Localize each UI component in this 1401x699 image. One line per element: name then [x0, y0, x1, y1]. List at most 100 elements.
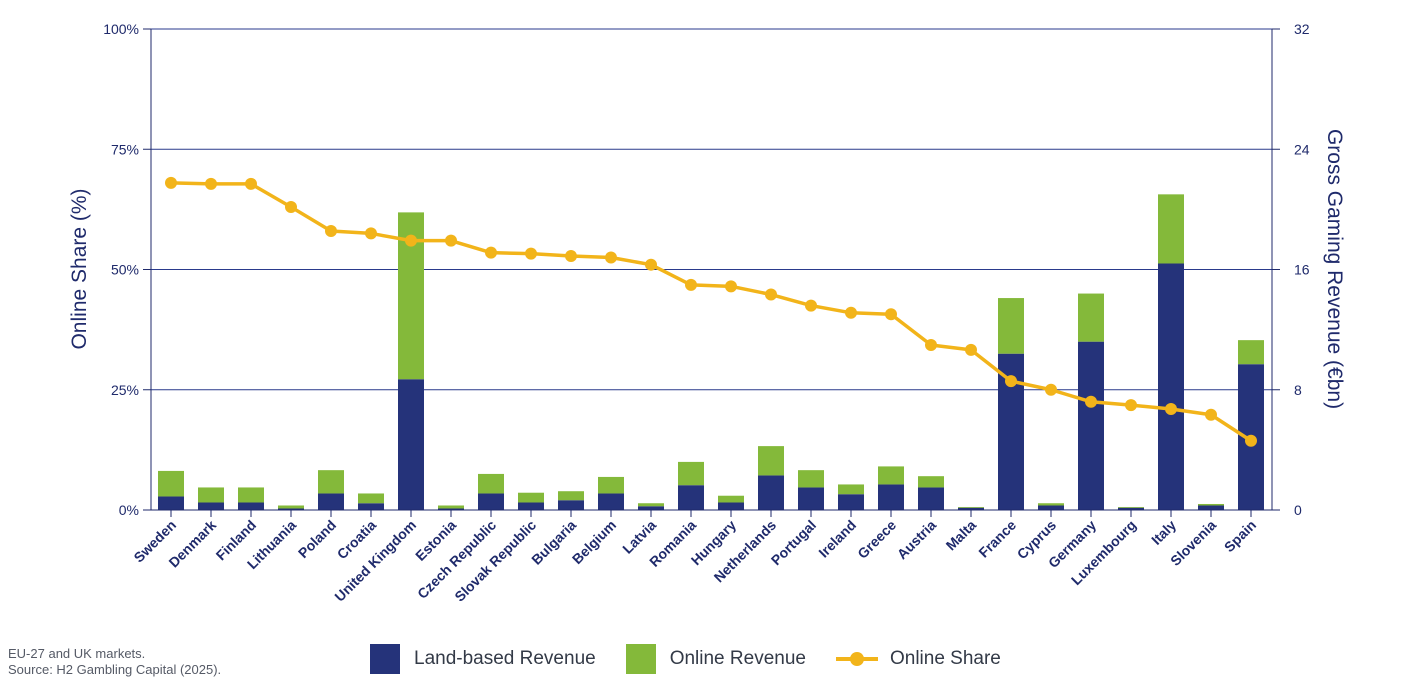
y-right-tick-label: 32: [1294, 21, 1310, 37]
online-share-point: [965, 343, 977, 356]
online-share-point: [645, 258, 657, 271]
bar-land-based: [478, 493, 504, 510]
bar-online: [318, 470, 344, 494]
y-right-tick-label: 8: [1294, 382, 1302, 398]
bar-online: [1038, 503, 1064, 506]
legend-swatch-online-share: [835, 644, 878, 674]
category-labels: SwedenDenmarkFinlandLithuaniaPolandCroat…: [130, 517, 1259, 605]
chart: 0% 25% 50% 75% 100% 0 8 16 24 32 SwedenDenmarkFin…: [68, 21, 1346, 605]
y-left-tick-label: 0%: [119, 502, 139, 518]
bar-land-based: [798, 487, 824, 510]
online-share-point: [885, 308, 897, 321]
online-share-point: [205, 177, 217, 190]
bar-online: [1198, 503, 1224, 506]
category-label: Malta: [942, 517, 979, 554]
bar-land-based: [838, 494, 864, 510]
category-label: Italy: [1148, 517, 1179, 548]
bar-land-based: [358, 503, 384, 510]
bar-land-based: [718, 502, 744, 510]
y-left-tick-label: 75%: [111, 141, 139, 157]
y-left-tick-label: 25%: [111, 382, 139, 398]
bar-online: [798, 470, 824, 488]
category-label: Ireland: [815, 517, 859, 561]
category-label: Greece: [854, 517, 899, 562]
category-label: Spain: [1221, 517, 1259, 555]
y-left-axis-title: Online Share (%): [68, 188, 91, 349]
legend-label-online: Online Revenue: [669, 648, 806, 669]
note-markets: EU-27 and UK markets.: [8, 646, 146, 661]
y-left-tick-label: 50%: [111, 262, 139, 278]
bar-online: [838, 484, 864, 495]
legend-swatch-online: [625, 644, 656, 674]
bar-land-based: [638, 506, 664, 510]
online-share-point: [685, 278, 697, 291]
legend-label-land-based: Land-based Revenue: [414, 648, 596, 669]
online-share-point: [285, 200, 297, 213]
bar-series: [158, 194, 1264, 510]
bar-land-based: [318, 493, 344, 510]
online-share-line: [165, 176, 1257, 447]
bar-land-based: [758, 475, 784, 510]
legend-item-online: Online Revenue: [625, 644, 806, 674]
bar-online: [638, 503, 664, 507]
bar-land-based: [958, 507, 984, 510]
online-share-point: [1045, 383, 1057, 396]
bar-land-based: [398, 379, 424, 510]
bar-land-based: [558, 500, 584, 510]
bar-online: [518, 492, 544, 503]
bar-online: [958, 506, 984, 508]
online-share-point: [445, 234, 457, 247]
y-right-tick-label: 0: [1294, 502, 1302, 518]
axes: 0% 25% 50% 75% 100% 0 8 16 24 32: [103, 21, 1310, 518]
bar-land-based: [1078, 341, 1104, 510]
bar-land-based: [438, 508, 464, 510]
bar-online: [678, 461, 704, 486]
online-share-point: [1245, 434, 1257, 447]
bar-online: [1118, 506, 1144, 508]
online-share-point: [525, 247, 537, 260]
online-share-point: [245, 177, 257, 190]
y-left-tick-label: 100%: [103, 21, 139, 37]
online-share-point: [1165, 402, 1177, 415]
online-share-point: [845, 306, 857, 319]
legend-item-online-share: Online Share: [835, 644, 1001, 674]
legend-label-online-share: Online Share: [889, 648, 1001, 669]
bar-land-based: [278, 508, 304, 510]
bar-online: [478, 473, 504, 494]
bar-land-based: [598, 493, 624, 510]
category-label: Belgium: [569, 517, 619, 567]
bar-online: [718, 495, 744, 503]
online-share-point: [165, 176, 177, 189]
bar-land-based: [1038, 505, 1064, 510]
bar-land-based: [518, 502, 544, 510]
online-share-point: [405, 234, 417, 247]
bar-online: [598, 476, 624, 494]
online-share-point: [1125, 399, 1137, 412]
bar-land-based: [158, 496, 184, 510]
online-share-point: [565, 250, 577, 263]
bar-online: [278, 505, 304, 509]
online-share-point: [725, 280, 737, 293]
category-label: Austria: [894, 517, 940, 563]
online-share-point: [1085, 395, 1097, 408]
bar-online: [878, 466, 904, 485]
online-share-point: [1005, 375, 1017, 388]
bar-online: [918, 476, 944, 488]
legend: Land-based Revenue Online Revenue Online…: [370, 644, 1031, 674]
online-share-point: [805, 299, 817, 312]
online-share-point: [765, 288, 777, 301]
bar-land-based: [198, 502, 224, 510]
bar-online: [438, 505, 464, 509]
bar-online: [758, 446, 784, 476]
bar-land-based: [1158, 263, 1184, 510]
bar-online: [1078, 293, 1104, 342]
note-source: Source: H2 Gambling Capital (2025).: [8, 662, 222, 677]
bar-land-based: [878, 484, 904, 510]
bar-land-based: [678, 485, 704, 510]
online-share-point: [485, 246, 497, 259]
online-share-point: [365, 227, 377, 240]
y-right-tick-label: 24: [1294, 141, 1310, 157]
category-label: France: [975, 517, 1019, 561]
bar-land-based: [238, 502, 264, 510]
legend-item-land-based: Land-based Revenue: [370, 644, 596, 674]
